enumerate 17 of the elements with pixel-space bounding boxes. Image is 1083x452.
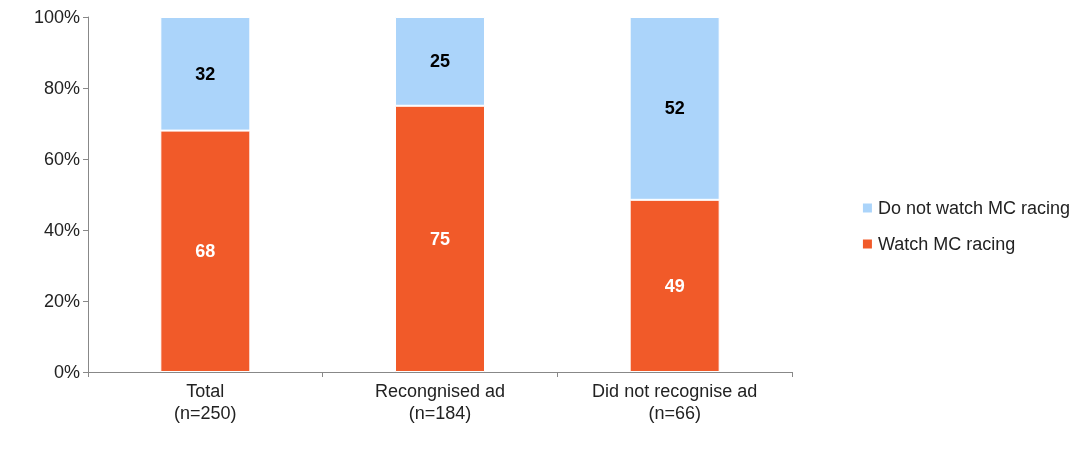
data-label: 25: [429, 51, 451, 72]
y-tick-label: 20%: [43, 291, 80, 311]
y-tick-label: 60%: [43, 149, 80, 169]
x-tick-label: Total (n=250): [174, 381, 237, 423]
y-tick-label: 0%: [53, 362, 80, 382]
y-tick-label: 100%: [33, 7, 80, 27]
x-tick-label: Did not recognise ad (n=66): [592, 381, 758, 423]
y-tick-label: 80%: [43, 78, 80, 98]
legend-label: Watch MC racing: [877, 234, 1016, 254]
x-tick-label: Recongnised ad (n=184): [374, 381, 506, 423]
data-label: 75: [429, 228, 451, 249]
data-label: 49: [664, 275, 685, 296]
data-label: 52: [664, 98, 685, 119]
legend-label: Do not watch MC racing: [877, 198, 1070, 218]
y-tick-label: 40%: [43, 220, 80, 240]
data-label: 32: [195, 63, 216, 84]
data-label: 68: [195, 241, 216, 262]
